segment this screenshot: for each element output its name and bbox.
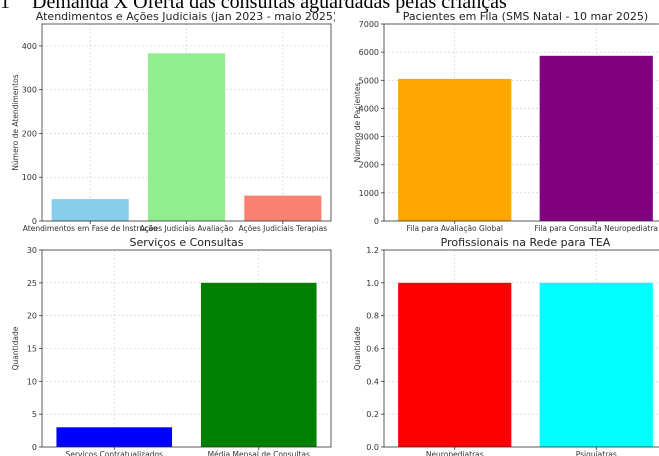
x-tick-label: Psiquiatras	[576, 450, 617, 456]
y-tick-label: 0.6	[366, 345, 379, 354]
bar	[398, 78, 512, 221]
y-axis-label: Quantidade	[11, 326, 20, 370]
y-tick-label: 300	[22, 86, 37, 95]
x-tick-label: Neuropediatras	[426, 450, 484, 456]
y-tick-label: 4000	[359, 104, 379, 113]
chart-title: Serviços e Consultas	[129, 236, 243, 249]
y-tick-label: 100	[22, 173, 37, 182]
y-tick-label: 5	[32, 410, 37, 419]
chart-servicos-consultas: Serviços e Consultas 0 5 10 15 20 25 30 Serviços…	[11, 236, 332, 456]
x-tick-label: Serviços Contratualizados	[66, 450, 164, 456]
y-tick-label: 10	[27, 377, 37, 386]
y-tick-label: 0.8	[366, 312, 379, 321]
chart-title: Profissionais na Rede para TEA	[441, 236, 611, 249]
y-tick-label: 400	[22, 42, 37, 51]
chart-title: Pacientes em Fila (SMS Natal - 10 mar 20…	[403, 10, 648, 23]
axes-frame	[383, 249, 659, 448]
axes-frame	[41, 249, 332, 448]
chart-profissionais-tea: Profissionais na Rede para TEA 0.0 0.2 0.4 0…	[353, 236, 659, 456]
y-tick-label: 200	[22, 129, 37, 138]
y-tick-label: 25	[27, 279, 37, 288]
y-tick-label: 3000	[359, 133, 379, 142]
x-tick-label: Atendimentos em Fase de Instrução	[23, 224, 158, 233]
chart-atendimentos: Atendimentos e Ações Judiciais (jan 2023…	[11, 10, 335, 233]
y-tick-label: 0	[32, 443, 37, 452]
bar	[398, 282, 512, 447]
y-axis-label: Número de Atendimentos	[11, 74, 20, 170]
chart-pacientes-fila: Pacientes em Fila (SMS Natal - 10 mar 20…	[353, 10, 659, 233]
y-tick-label: 1000	[359, 189, 379, 198]
bar	[56, 427, 173, 447]
bar	[200, 282, 317, 447]
bar	[244, 195, 322, 221]
y-tick-label: 15	[27, 345, 37, 354]
axes-frame	[41, 23, 332, 222]
heading-text: Demanda X Oferta das consultas aguardada…	[32, 0, 507, 13]
y-tick-label: 0.2	[366, 410, 379, 419]
y-tick-label: 0	[374, 217, 379, 226]
y-tick-label: 0.0	[366, 443, 379, 452]
y-axis-label: Quantidade	[353, 326, 362, 370]
y-tick-label: 5000	[359, 76, 379, 85]
bar	[539, 282, 653, 447]
bar	[147, 53, 226, 221]
bar	[51, 199, 129, 221]
page-heading: 1 Demanda X Oferta das consultas aguarda…	[0, 0, 659, 14]
y-tick-label: 7000	[359, 20, 379, 29]
y-tick-label: 20	[27, 312, 37, 321]
x-tick-label: Ações Judiciais Avaliação	[140, 224, 234, 233]
y-tick-label: 30	[27, 246, 37, 255]
x-tick-label: Ações Judiciais Terapias	[239, 224, 328, 233]
bar	[539, 55, 653, 222]
x-tick-label: Fila para Avaliação Global	[407, 224, 503, 233]
axes-frame	[383, 23, 659, 222]
heading-number: 1	[0, 0, 10, 13]
x-tick-label: Fila para Consulta Neuropediatra	[534, 224, 658, 233]
y-tick-label: 1.0	[366, 279, 379, 288]
y-tick-label: 0.4	[366, 377, 379, 386]
chart-title: Atendimentos e Ações Judiciais (jan 2023…	[36, 10, 335, 23]
y-axis-label: Número de Pacientes	[353, 83, 362, 163]
y-tick-label: 0	[32, 217, 37, 226]
x-tick-label: Média Mensal de Consultas	[208, 450, 310, 456]
y-tick-label: 6000	[359, 48, 379, 57]
y-tick-label: 2000	[359, 161, 379, 170]
y-tick-label: 1.2	[366, 246, 379, 255]
